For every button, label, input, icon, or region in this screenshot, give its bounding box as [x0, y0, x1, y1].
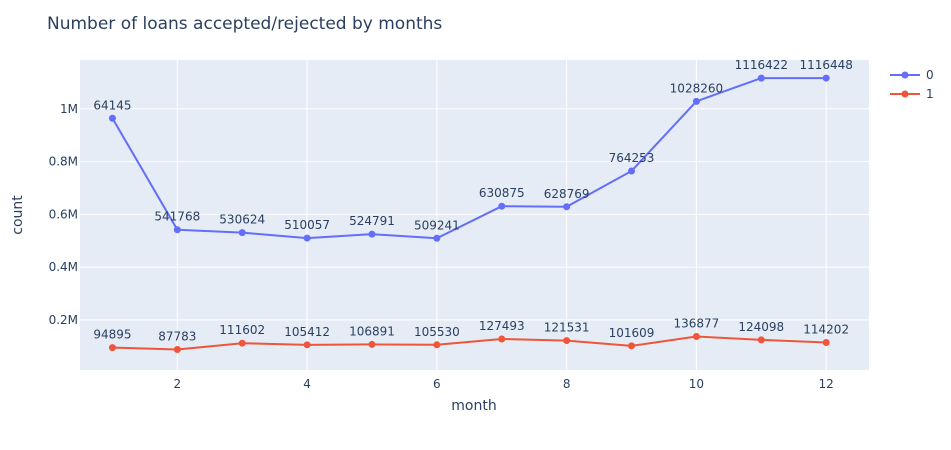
series-layer — [108, 74, 830, 353]
data-labels: 64145 541768 530624 510057 524791 509241 63087… — [93, 58, 853, 343]
data-label: 127493 — [479, 319, 525, 333]
grid — [80, 60, 869, 370]
x-tick-label: 6 — [433, 377, 441, 391]
x-tick-label: 2 — [174, 377, 182, 391]
data-point — [303, 341, 311, 349]
data-label: 105412 — [284, 325, 330, 339]
data-point — [822, 339, 830, 347]
data-label: 101609 — [609, 326, 655, 340]
data-point — [433, 234, 441, 242]
data-label: 1116448 — [799, 58, 852, 72]
legend-label-1: 1 — [926, 87, 934, 101]
data-point — [108, 344, 116, 352]
data-point — [238, 339, 246, 347]
data-label: 530624 — [219, 213, 265, 227]
data-label: 509241 — [414, 218, 460, 232]
data-label: 111602 — [219, 323, 265, 337]
data-label: 541768 — [154, 210, 200, 224]
data-label: 510057 — [284, 218, 330, 232]
y-tick-label: 1M — [60, 102, 78, 116]
data-point — [303, 234, 311, 242]
data-label: 124098 — [738, 320, 784, 334]
y-axis-title: count — [10, 195, 26, 235]
data-label: 628769 — [544, 187, 590, 201]
legend[interactable]: 01 — [890, 68, 934, 101]
data-label: 1116422 — [735, 58, 788, 72]
y-tick-label: 0.4M — [49, 260, 78, 274]
data-point — [368, 340, 376, 348]
data-label: 105530 — [414, 325, 460, 339]
data-label: 94895 — [93, 328, 131, 342]
y-tick-label: 0.6M — [49, 207, 78, 221]
data-point — [238, 229, 246, 237]
chart-title: Number of loans accepted/rejected by mon… — [47, 14, 442, 34]
axis-ticks: 2 4 6 8 10 12 0.2M 0.4M 0.6M 0.8M 1M — [49, 102, 834, 391]
data-point — [692, 333, 700, 341]
legend-marker-1 — [901, 90, 909, 98]
data-point — [563, 203, 571, 211]
data-label: 136877 — [674, 317, 720, 331]
data-point — [757, 336, 765, 344]
y-tick-label: 0.8M — [49, 155, 78, 169]
x-tick-label: 12 — [819, 377, 834, 391]
data-point — [498, 202, 506, 210]
data-point — [757, 74, 765, 82]
series-line-1 — [112, 335, 827, 351]
series-line-0 — [111, 77, 827, 240]
x-tick-label: 4 — [303, 377, 311, 391]
data-label: 114202 — [803, 323, 849, 337]
data-label: 1028260 — [670, 81, 723, 95]
data-label: 64145 — [93, 98, 131, 112]
data-label: 764253 — [609, 151, 655, 165]
data-point — [628, 167, 636, 175]
data-point — [628, 342, 636, 350]
data-label: 121531 — [544, 321, 590, 335]
y-tick-label: 0.2M — [49, 313, 78, 327]
x-axis-title: month — [451, 398, 496, 414]
data-label: 106891 — [349, 324, 395, 338]
data-point — [498, 335, 506, 343]
data-label: 87783 — [158, 329, 196, 343]
legend-label-0: 0 — [926, 68, 934, 82]
data-point — [822, 74, 830, 82]
legend-marker-0 — [901, 71, 909, 79]
x-tick-label: 8 — [563, 377, 571, 391]
data-point — [433, 341, 441, 349]
data-label: 630875 — [479, 186, 525, 200]
data-label: 524791 — [349, 214, 395, 228]
plot-background — [80, 60, 869, 370]
data-point — [692, 97, 700, 105]
data-point — [108, 114, 116, 122]
x-tick-label: 10 — [689, 377, 704, 391]
data-point — [173, 226, 181, 234]
data-point — [563, 337, 571, 345]
data-point — [173, 345, 181, 353]
data-point — [368, 230, 376, 238]
